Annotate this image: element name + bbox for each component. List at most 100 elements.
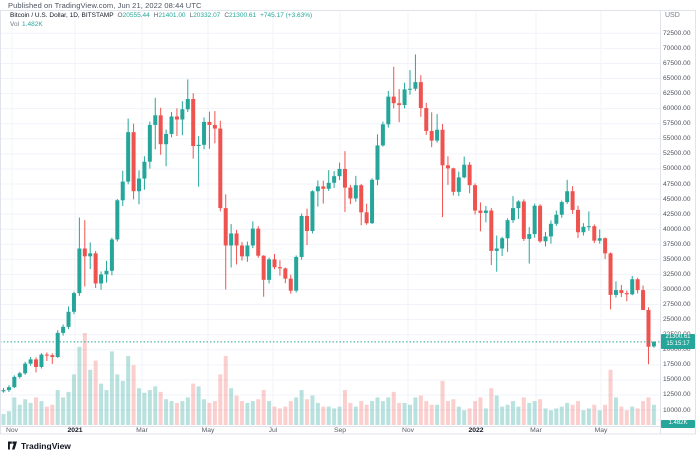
symbol-title: Bitcoin / U.S. Dollar, 1D, BITSTAMP [10, 12, 114, 19]
candle-body [169, 116, 174, 134]
price-axis-label: 70000.00 [663, 44, 691, 52]
candle-body [521, 201, 526, 239]
candle-body [445, 165, 450, 169]
volume-bar [310, 395, 315, 425]
volume-bar [516, 406, 521, 425]
volume-bar [109, 351, 114, 425]
volume-bar [142, 392, 147, 425]
candle-body [413, 82, 418, 89]
volume-bar [505, 404, 510, 425]
candlestick-series [1, 54, 656, 393]
candle-body [505, 220, 510, 239]
volume-bar [1, 413, 6, 425]
candle-body [288, 278, 293, 291]
candle-body [375, 145, 380, 180]
volume-bar [342, 390, 347, 425]
volume-bar [120, 380, 125, 425]
candle-body [429, 130, 434, 141]
volume-bar [576, 401, 581, 425]
volume-bar [418, 395, 423, 425]
volume-bar [641, 401, 646, 425]
candle-body [624, 293, 629, 295]
volume-bar [50, 404, 55, 425]
candle-body [272, 259, 277, 268]
candle-body [548, 223, 553, 237]
candle-body [370, 179, 375, 224]
candle-body [88, 253, 93, 257]
candle-body [641, 290, 646, 310]
volume-bar [554, 408, 559, 425]
volume-bar [277, 408, 282, 425]
candle-body [50, 355, 55, 358]
brand-name: TradingView [21, 441, 71, 450]
candle-body [71, 293, 76, 312]
volume-bar [207, 402, 212, 425]
volume-bar [321, 406, 326, 425]
candle-body [34, 359, 39, 367]
price-axis-label: 17500.00 [663, 361, 691, 369]
volume-bar [538, 399, 543, 425]
volume-bar [391, 391, 396, 425]
volume-bar [305, 399, 310, 425]
volume-bar [565, 402, 570, 425]
candle-body [435, 129, 440, 141]
candle-body [77, 248, 82, 294]
volume-bar [294, 397, 299, 425]
candle-body [294, 256, 299, 291]
price-axis-label: 65000.00 [663, 75, 691, 82]
volume-bar [44, 406, 49, 425]
time-axis-label: Mar [530, 427, 542, 434]
high-label: H [153, 12, 159, 19]
volume-value: 1.482K [22, 21, 43, 28]
candle-body [305, 215, 310, 232]
candle-body [239, 245, 244, 257]
candle-body [576, 209, 581, 233]
volume-bar [299, 390, 304, 425]
volume-bar [245, 402, 250, 425]
volume-bar [28, 402, 33, 425]
candle-body [180, 109, 185, 120]
open-label: O [117, 12, 123, 19]
volume-bar [77, 346, 82, 425]
candle-body [418, 82, 423, 109]
candle-body [245, 245, 250, 257]
candle-body [223, 208, 228, 246]
volume-bar [12, 397, 17, 425]
volume-bar [256, 399, 261, 425]
volume-bar [402, 402, 407, 425]
volume-bar [521, 397, 526, 425]
candle-body [28, 359, 33, 364]
candle-body [99, 274, 104, 284]
volume-bar [375, 397, 380, 425]
volume-bar [55, 390, 60, 425]
volume-bar [131, 365, 136, 425]
candle-body [44, 354, 49, 356]
volume-bar [435, 404, 440, 425]
volume-bar [250, 401, 255, 425]
candle-body [17, 373, 22, 377]
volume-bar [71, 374, 76, 425]
price-axis-label: 47500.00 [663, 180, 691, 188]
legend: Bitcoin / U.S. Dollar, 1D, BITSTAMP O2055… [10, 12, 312, 19]
candle-body [559, 202, 564, 215]
volume-bar [326, 406, 331, 425]
volume-bar [581, 410, 586, 425]
candle-body [283, 268, 288, 279]
bar-countdown: 15:15:17 [666, 341, 690, 348]
price-axis-label: 42500.00 [663, 210, 691, 218]
candle-body [109, 239, 114, 271]
candle-body [603, 238, 608, 254]
volume-bar [212, 401, 217, 425]
candle-body [619, 290, 624, 294]
candle-body [364, 212, 369, 224]
candle-body [137, 178, 141, 192]
candle-body [386, 96, 391, 125]
volume-bar [34, 397, 39, 425]
candle-body [120, 181, 125, 201]
candle-body [424, 108, 429, 131]
candle-body [353, 185, 358, 199]
candle-body [202, 121, 207, 145]
attribution[interactable]: TradingView [8, 437, 71, 450]
